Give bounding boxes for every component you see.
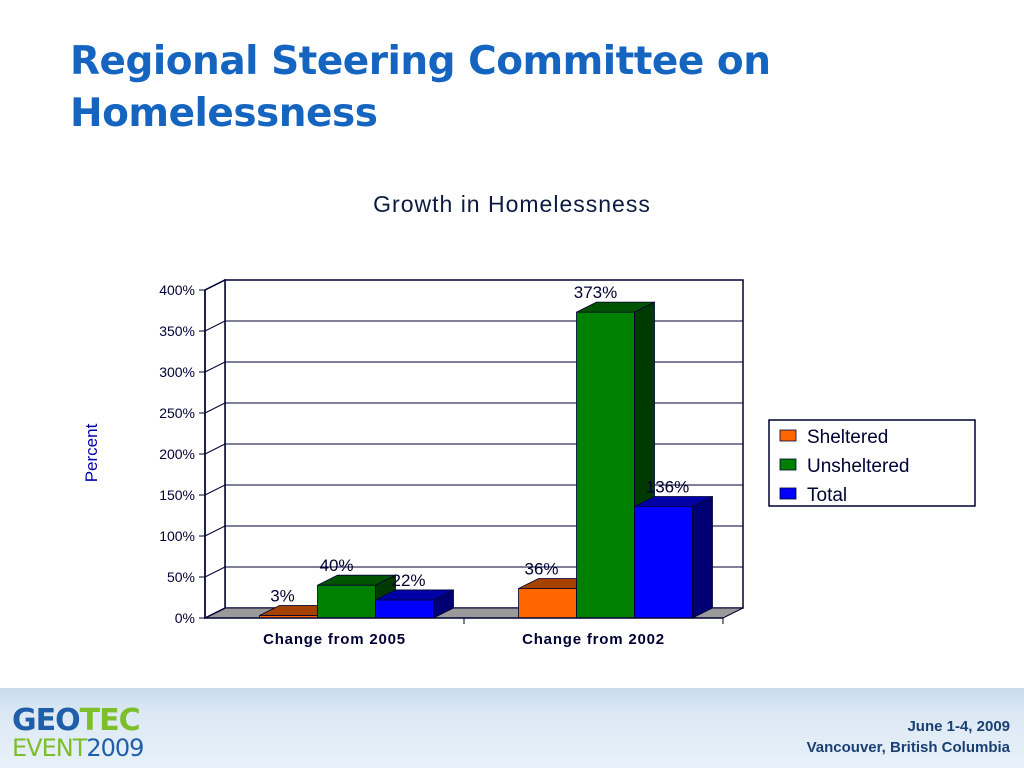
- gridline-side: [204, 525, 226, 537]
- x-category-label: Change from 2005: [263, 631, 406, 648]
- legend-label-sheltered: Sheltered: [807, 427, 888, 448]
- data-label: 373%: [574, 283, 617, 302]
- y-tick-label: 350%: [159, 323, 195, 339]
- bar-unsheltered-1: [576, 311, 635, 619]
- legend-box: [768, 419, 976, 507]
- gridline-side: [204, 484, 226, 496]
- y-tick-label: 300%: [159, 364, 195, 380]
- y-tick-label: 250%: [159, 405, 195, 421]
- event-dates: June 1-4, 2009: [907, 718, 1010, 735]
- y-tick-label: 0%: [175, 610, 195, 626]
- y-tick-label: 200%: [159, 446, 195, 462]
- bar-total-1: [634, 506, 693, 619]
- data-label: 3%: [270, 587, 295, 606]
- gridline-side: [204, 361, 226, 373]
- legend-swatch-unsheltered: [779, 458, 797, 471]
- gridline-side: [204, 566, 226, 578]
- data-label: 22%: [391, 571, 425, 590]
- geotec-logo: GEOTEC EVENT2009: [12, 703, 144, 762]
- data-label: 36%: [524, 559, 558, 578]
- event-info: June 1-4, 2009 Vancouver, British Columb…: [807, 716, 1010, 758]
- y-tick-label: 400%: [159, 282, 195, 298]
- gridline-side: [204, 320, 226, 332]
- chart-title: Growth in Homelessness: [373, 191, 651, 217]
- slide-title: Regional Steering Committee on Homelessn…: [70, 39, 771, 136]
- y-tick-label: 150%: [159, 487, 195, 503]
- footer-banner: GEOTEC EVENT2009 June 1-4, 2009 Vancouve…: [0, 688, 1024, 768]
- legend-label-total: Total: [807, 485, 847, 506]
- bar-sheltered-1: [518, 588, 577, 619]
- bar-unsheltered-0: [317, 584, 376, 619]
- bar-total-0: [375, 599, 434, 619]
- data-label: 136%: [646, 477, 689, 496]
- bar-side-total-0: [433, 589, 454, 619]
- event-location: Vancouver, British Columbia: [806, 739, 1010, 756]
- y-axis-label: Percent: [82, 423, 101, 482]
- legend-label-unsheltered: Unsheltered: [807, 456, 909, 477]
- y-tick-label: 100%: [159, 528, 195, 544]
- gridline-side: [204, 443, 226, 455]
- gridline-side: [204, 279, 226, 291]
- bar-side-total-1: [692, 495, 713, 619]
- legend-swatch-sheltered: [779, 429, 797, 442]
- x-category-label: Change from 2002: [522, 631, 665, 648]
- data-label: 40%: [319, 556, 353, 575]
- growth-chart: Growth in Homelessness 0% 50% 100% 150% 200% 2…: [82, 191, 976, 648]
- y-tick-label: 50%: [167, 569, 195, 585]
- legend-swatch-total: [779, 487, 797, 500]
- gridline-side: [204, 402, 226, 414]
